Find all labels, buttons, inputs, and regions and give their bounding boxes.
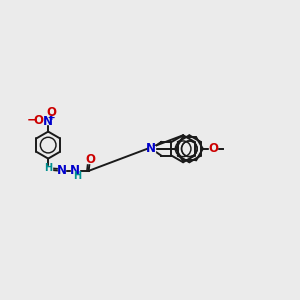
Text: N: N [146, 142, 156, 155]
Text: H: H [73, 171, 81, 181]
Text: N: N [43, 115, 53, 128]
Text: O: O [85, 153, 95, 166]
Bar [148, 146, 155, 152]
Bar [35, 117, 43, 123]
Bar [209, 146, 217, 152]
Text: H: H [44, 164, 52, 173]
Text: O: O [34, 114, 44, 127]
Bar [58, 168, 65, 174]
Text: O: O [208, 142, 218, 155]
Text: N: N [70, 164, 80, 177]
Text: N: N [57, 164, 67, 177]
Text: O: O [46, 106, 56, 119]
Text: +: + [48, 112, 56, 122]
Bar [44, 118, 52, 124]
Bar [47, 110, 55, 116]
Text: −: − [27, 113, 37, 126]
Bar [71, 168, 79, 174]
Bar [45, 166, 52, 173]
Bar [86, 157, 94, 163]
